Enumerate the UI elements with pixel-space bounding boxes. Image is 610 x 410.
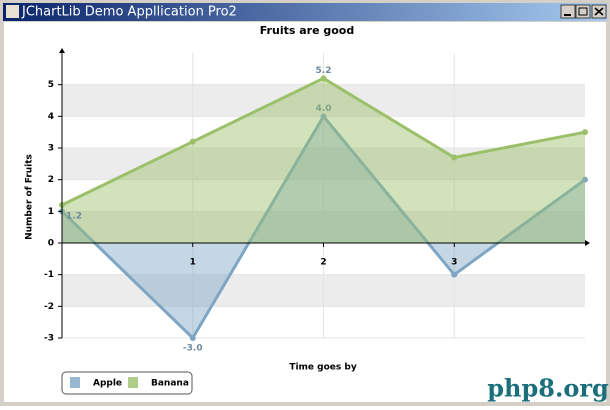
area xyxy=(62,116,585,338)
legend-swatch xyxy=(128,377,138,388)
y-tick-label: -1 xyxy=(44,270,54,280)
data-label: 1.2 xyxy=(66,212,82,222)
point xyxy=(189,335,196,341)
chart-title: Fruits are good xyxy=(260,24,354,37)
legend-swatch xyxy=(70,377,80,388)
y-tick-label: -3 xyxy=(44,334,54,344)
minimize-button[interactable] xyxy=(560,4,576,19)
area xyxy=(62,78,585,243)
x-tick-label: 2 xyxy=(320,258,326,268)
legend xyxy=(61,371,193,395)
point xyxy=(582,176,588,183)
y-tick-label: -2 xyxy=(44,302,54,312)
legend-label: Banana xyxy=(151,379,189,389)
point xyxy=(320,75,327,82)
point xyxy=(451,154,458,161)
y-axis-arrow xyxy=(59,48,65,53)
point xyxy=(189,138,196,145)
title-bar xyxy=(3,3,607,21)
point xyxy=(451,271,458,278)
app-icon xyxy=(6,5,19,18)
y-tick-label: 2 xyxy=(48,175,54,185)
y-axis-label: Number of Fruits xyxy=(25,154,35,240)
point xyxy=(582,129,588,136)
point xyxy=(320,113,327,120)
maximize-button[interactable] xyxy=(575,4,591,19)
x-axis-label: Time goes by xyxy=(289,363,357,373)
window-buttons[interactable] xyxy=(560,4,607,19)
y-tick-label: 4 xyxy=(48,112,54,122)
x-tick-label: 3 xyxy=(451,258,457,268)
y-tick-label: 1 xyxy=(48,207,54,217)
y-tick-label: 5 xyxy=(48,80,54,90)
window-title: JChartLib Demo Appllication Pro2 xyxy=(21,5,237,20)
data-label: 4.0 xyxy=(316,104,332,114)
watermark: php8.org xyxy=(487,374,609,403)
y-tick-label: 3 xyxy=(48,144,54,154)
x-axis-arrow xyxy=(585,240,590,246)
legend-label: Apple xyxy=(93,379,122,389)
y-tick-label: 0 xyxy=(48,239,54,249)
data-label: 5.2 xyxy=(316,66,332,76)
x-tick-label: 1 xyxy=(190,258,196,268)
data-label: -3.0 xyxy=(183,344,203,354)
